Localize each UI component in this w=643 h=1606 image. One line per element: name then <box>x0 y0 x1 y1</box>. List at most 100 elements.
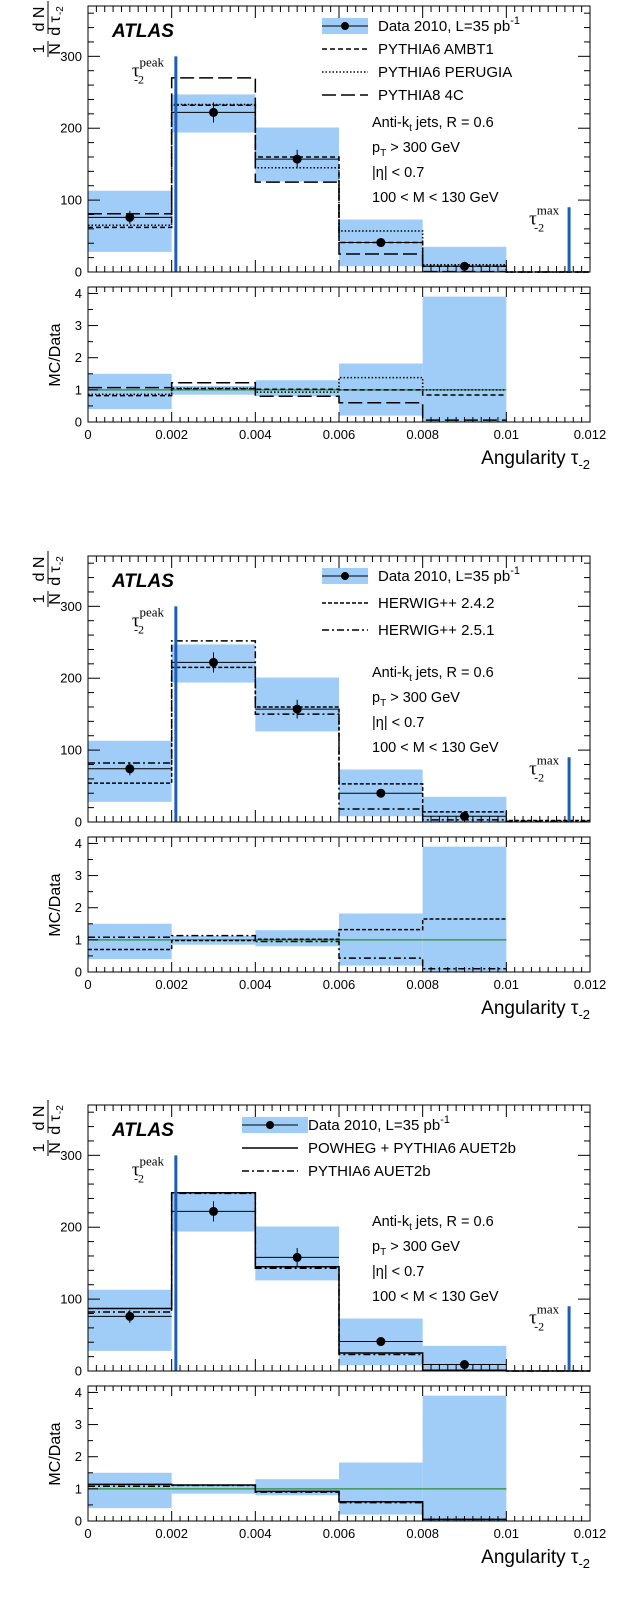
legend-series-label-0: HERWIG++ 2.4.2 <box>378 595 494 612</box>
y-axis-label-text: 1Nd Nd τ-2 <box>31 6 66 55</box>
series-histogram-1 <box>88 1192 590 1372</box>
x-tick-label: 0 <box>84 427 91 442</box>
data-point <box>460 1360 469 1370</box>
ann-antik-sub: t <box>409 1222 412 1233</box>
x-tick-label: 0 <box>84 977 91 992</box>
ann-jets-rest: jets, R = 0.6 <box>412 1214 494 1230</box>
ann-p: p <box>372 1239 380 1255</box>
ratio-y-label: MC/Data <box>47 873 64 936</box>
y-label-dtau: d τ <box>47 15 64 35</box>
annotation-eta: |η| < 0.7 <box>372 1264 424 1280</box>
ratio-y-tick-label: 0 <box>75 415 82 430</box>
x-tick-label: 0.006 <box>323 977 356 992</box>
annotation-eta: |η| < 0.7 <box>372 165 424 181</box>
ratio-y-tick-label: 4 <box>75 286 82 301</box>
max-tau: τ <box>529 1307 537 1328</box>
ratio-y-tick-label: 1 <box>75 932 82 947</box>
ratio-y-tick-label: 4 <box>75 836 82 851</box>
ratio-y-tick-label: 2 <box>75 900 82 915</box>
y-label-sub: -2 <box>55 6 66 15</box>
ratio-y-label: MC/Data <box>47 1422 64 1485</box>
max-sub: -2 <box>534 770 544 784</box>
ann-p-sub: T <box>380 148 386 159</box>
y-tick-label: 300 <box>60 49 82 64</box>
y-label-dtau: d τ <box>47 565 64 585</box>
max-marker-label: τmax -2 <box>529 752 560 784</box>
y-axis-label: 1Nd Nd τ-2 <box>31 1 66 57</box>
y-tick-label: 0 <box>75 815 82 830</box>
ann-pt-rest: > 300 GeV <box>386 1239 460 1255</box>
legend-series-label-1: HERWIG++ 2.5.1 <box>378 622 494 639</box>
ratio-band-bin <box>255 380 339 397</box>
peak-tau: τ <box>132 1159 140 1180</box>
peak-sub: -2 <box>134 1171 144 1185</box>
max-tau: τ <box>529 758 537 779</box>
y-label-dn: d N <box>31 1106 48 1131</box>
ratio-y-tick-label: 3 <box>75 318 82 333</box>
x-tick-label: 0.012 <box>574 977 607 992</box>
x-tick-label: 0.01 <box>494 977 519 992</box>
x-axis-label: Angularity τ-2 <box>481 448 590 472</box>
data-point <box>209 107 218 117</box>
max-sup: max <box>537 752 560 767</box>
ann-antik-sub: t <box>409 673 412 684</box>
ratio-band-bin <box>255 930 339 947</box>
max-sub: -2 <box>534 1319 544 1333</box>
y-axis-label: 1Nd Nd τ-2 <box>31 1100 66 1156</box>
data-point <box>376 238 386 248</box>
ann-p: p <box>372 690 380 706</box>
data-point <box>292 154 302 164</box>
y-label-den: N <box>47 1142 64 1154</box>
x-tick-label: 0.004 <box>239 1526 272 1541</box>
peak-sup: peak <box>139 604 164 619</box>
annotation-jets: Anti-kt jets, R = 0.6 <box>372 1214 494 1233</box>
series-histogram-1 <box>88 640 590 823</box>
y-axis-label-text: 1Nd Nd τ-2 <box>31 556 66 605</box>
max-sup: max <box>537 202 560 217</box>
x-tick-label: 0.01 <box>494 1526 519 1541</box>
x-label-sub: -2 <box>578 1556 590 1571</box>
y-tick-label: 100 <box>60 1292 82 1307</box>
ratio-band-bin <box>255 1479 339 1496</box>
data-point <box>125 1311 135 1321</box>
ann-p-sub: T <box>380 1247 386 1258</box>
x-tick-label: 0.006 <box>323 1526 356 1541</box>
max-marker-label: τmax -2 <box>529 202 560 234</box>
y-tick-label: 300 <box>60 599 82 614</box>
x-tick-label: 0.008 <box>406 427 439 442</box>
annotation-jets: Anti-kt jets, R = 0.6 <box>372 115 494 134</box>
ratio-y-tick-label: 3 <box>75 868 82 883</box>
ratio-series-1 <box>88 376 507 396</box>
data-point <box>292 1252 302 1262</box>
data-point <box>376 788 386 798</box>
legend-data-marker <box>266 1121 274 1129</box>
ann-p-sub: T <box>380 698 386 709</box>
legend-series-label-2: PYTHIA8 4C <box>378 87 464 104</box>
legend-series-label-1: PYTHIA6 PERUGIA <box>378 64 512 81</box>
legend-data-label: Data 2010, L=35 pb-1 <box>378 15 520 35</box>
peak-sub: -2 <box>134 72 144 86</box>
peak-tau: τ <box>132 610 140 631</box>
x-tick-label: 0.002 <box>155 977 188 992</box>
x-tick-label: 0.002 <box>155 427 188 442</box>
atlas-label: ATLAS <box>111 21 174 42</box>
legend-data-sup: -1 <box>510 565 520 577</box>
ratio-band-bin <box>422 846 507 972</box>
legend-series-label-1: PYTHIA6 AUET2b <box>308 1163 431 1180</box>
ratio-y-tick-label: 4 <box>75 1385 82 1400</box>
ann-p: p <box>372 140 380 156</box>
ratio-y-tick-label: 1 <box>75 1481 82 1496</box>
annotation-pt: pT > 300 GeV <box>372 140 460 159</box>
x-tick-label: 0.008 <box>406 1526 439 1541</box>
legend-data-name: Data 2010, L=35 pb <box>378 568 510 585</box>
legend-data-sup: -1 <box>440 1114 450 1126</box>
y-tick-label: 0 <box>75 265 82 280</box>
annotation-jets: Anti-kt jets, R = 0.6 <box>372 665 494 684</box>
ratio-band-bin <box>88 923 172 960</box>
x-label-sub: -2 <box>578 457 590 472</box>
ratio-y-tick-label: 0 <box>75 965 82 980</box>
